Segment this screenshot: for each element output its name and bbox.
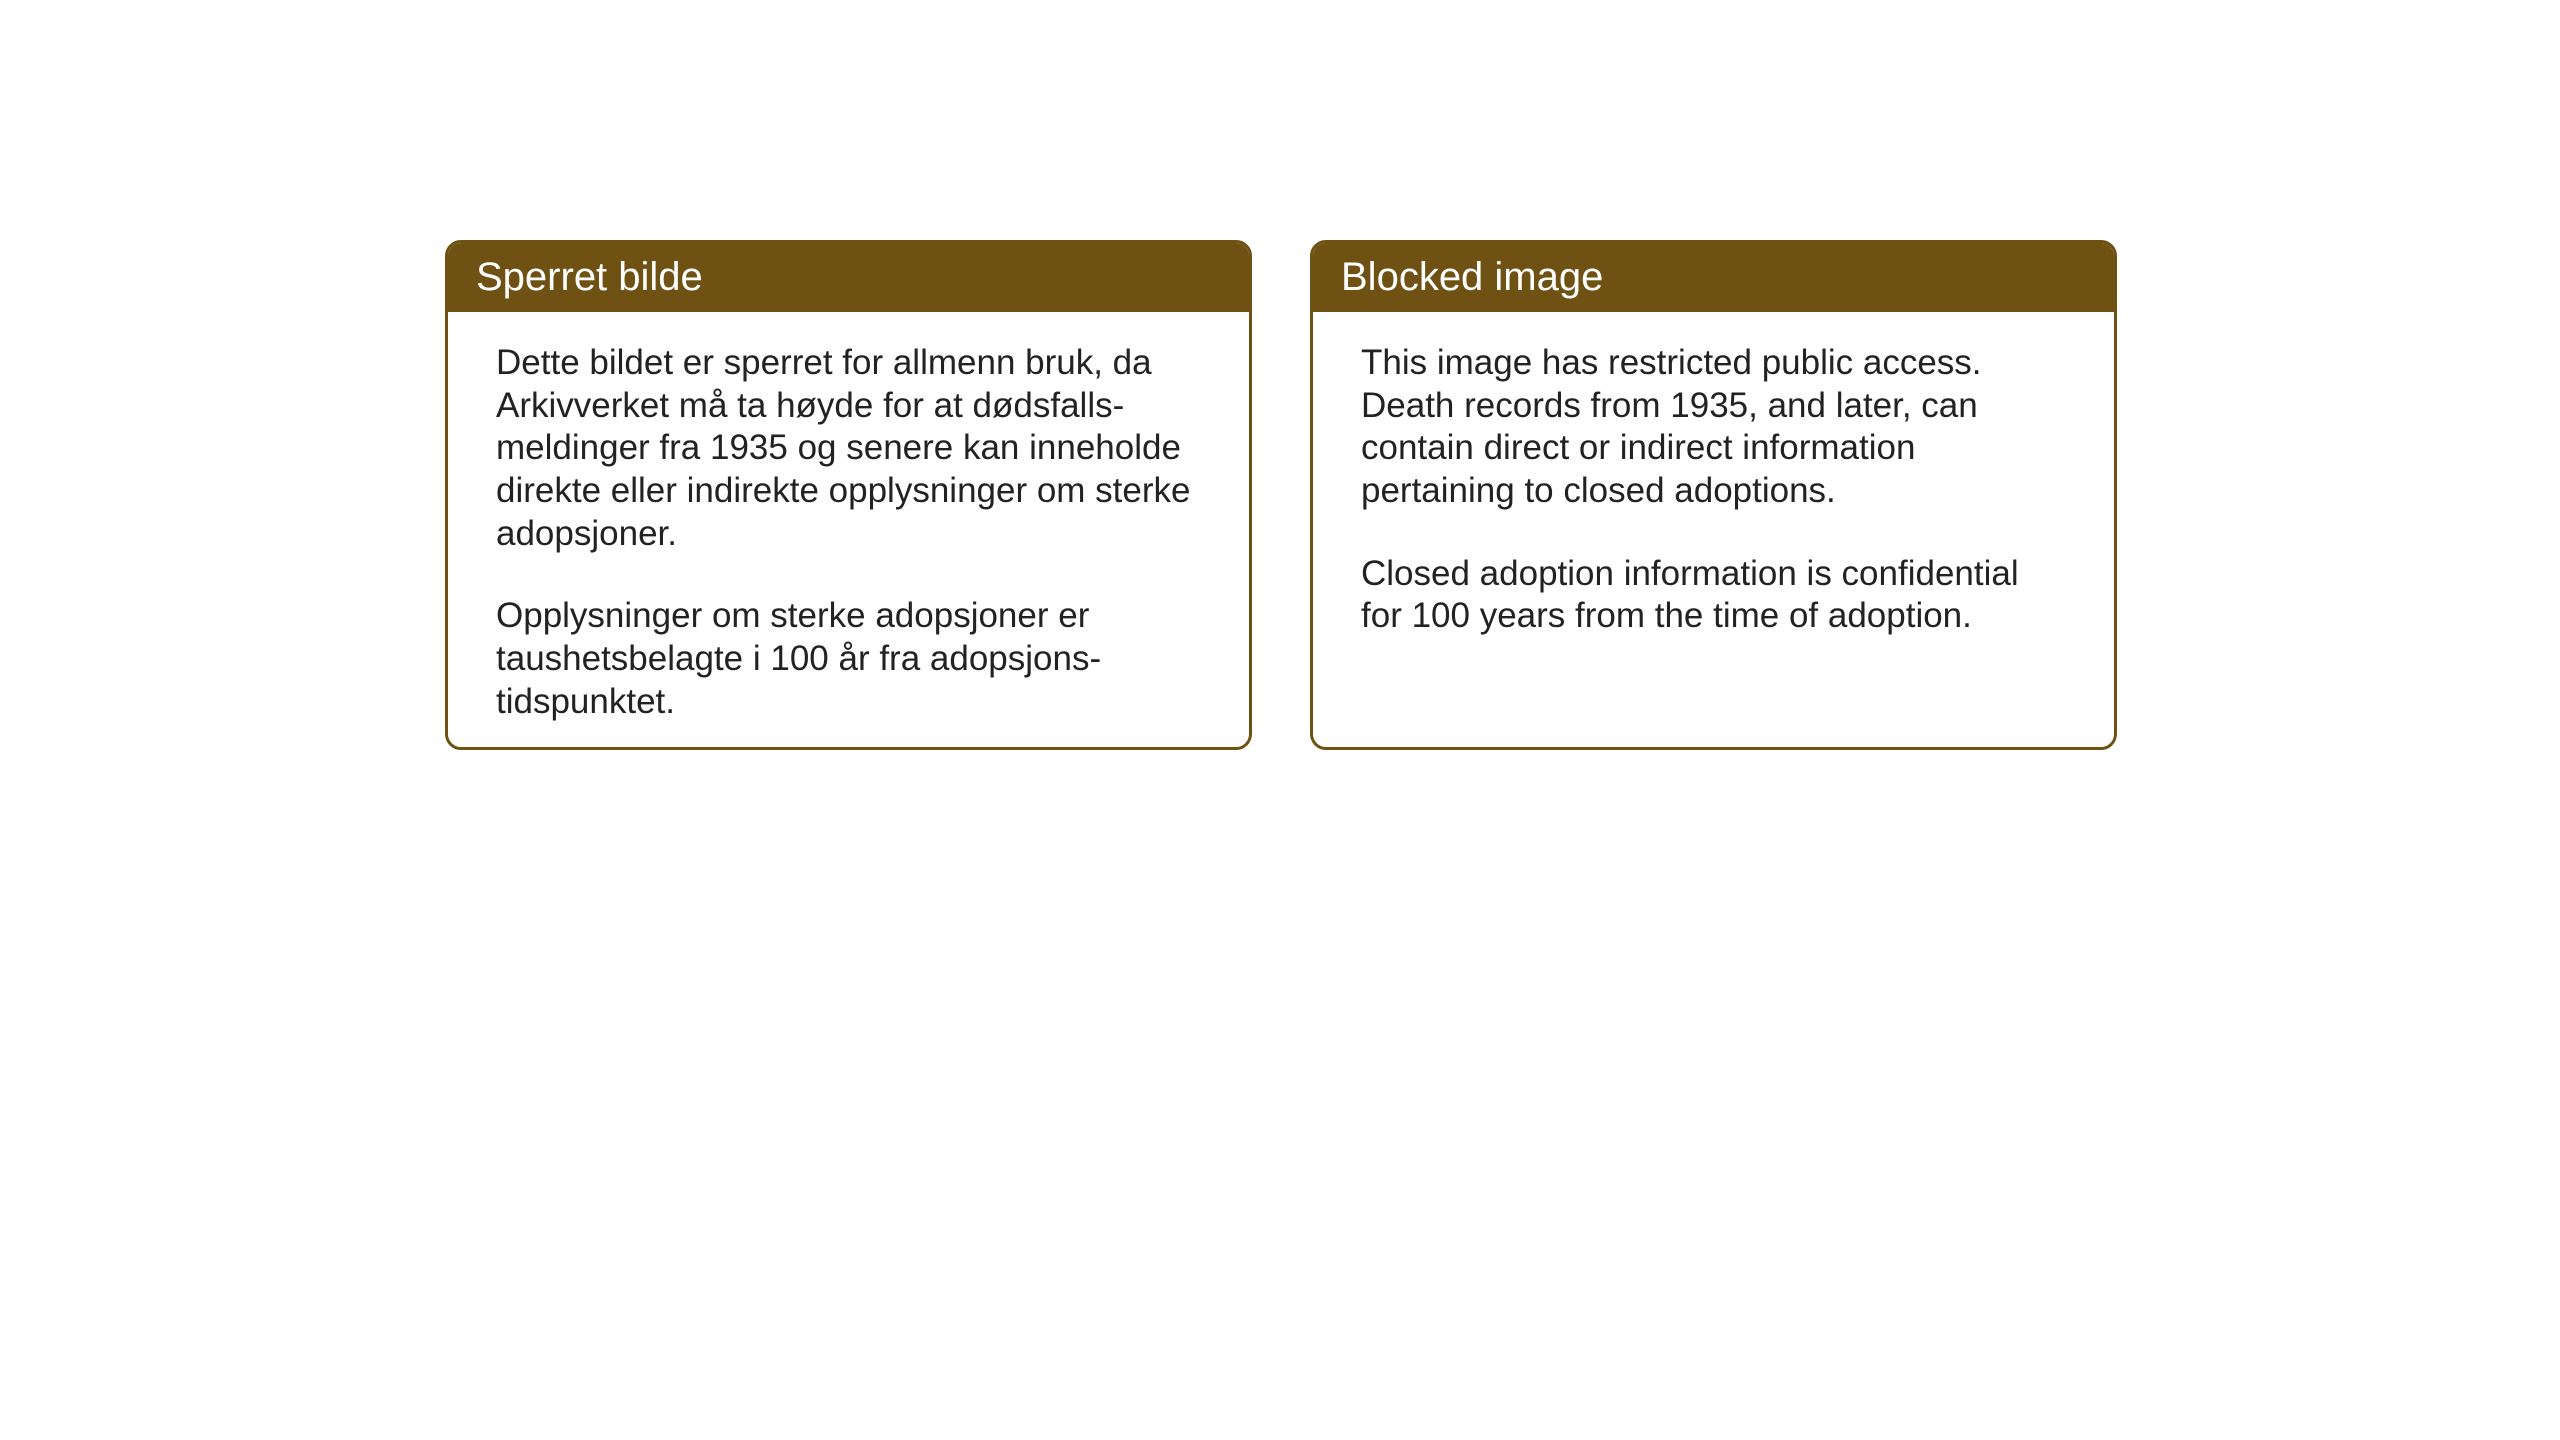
norwegian-card-body: Dette bildet er sperret for allmenn bruk… (448, 312, 1249, 750)
english-card-body: This image has restricted public access.… (1313, 312, 2114, 668)
norwegian-notice-card: Sperret bilde Dette bildet er sperret fo… (445, 240, 1252, 750)
norwegian-paragraph-1: Dette bildet er sperret for allmenn bruk… (496, 342, 1201, 555)
english-card-title: Blocked image (1341, 255, 1603, 299)
english-card-header: Blocked image (1313, 243, 2114, 312)
notice-container: Sperret bilde Dette bildet er sperret fo… (445, 240, 2117, 750)
english-notice-card: Blocked image This image has restricted … (1310, 240, 2117, 750)
norwegian-paragraph-2: Opplysninger om sterke adopsjoner er tau… (496, 595, 1201, 723)
english-paragraph-2: Closed adoption information is confident… (1361, 553, 2066, 638)
english-paragraph-1: This image has restricted public access.… (1361, 342, 2066, 513)
norwegian-card-title: Sperret bilde (476, 255, 703, 299)
norwegian-card-header: Sperret bilde (448, 243, 1249, 312)
